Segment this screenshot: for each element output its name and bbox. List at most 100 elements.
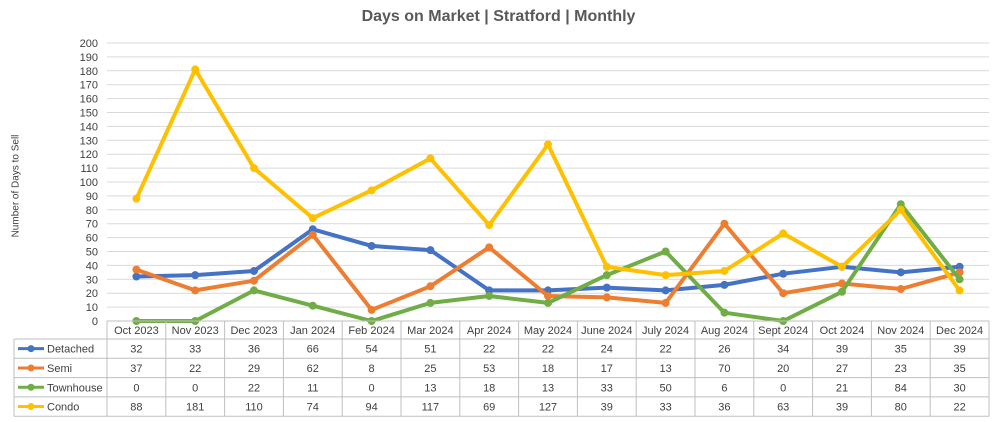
x-tick-label: Aug 2024 [701, 325, 748, 337]
legend-label: Semi [47, 363, 72, 375]
data-label: 24 [601, 344, 613, 356]
data-label: 33 [659, 402, 671, 414]
x-tick-label: Jan 2024 [290, 325, 335, 337]
data-label: 0 [192, 382, 198, 394]
y-tick-label: 20 [86, 288, 98, 300]
y-tick-label: 130 [80, 135, 98, 147]
data-point-detached [779, 269, 788, 278]
data-label: 117 [422, 402, 440, 414]
data-point-semi [250, 276, 258, 285]
data-point-townhouse [485, 291, 494, 300]
data-point-detached [720, 280, 729, 289]
data-table: Oct 2023 Nov 2023 Dec 2023 Jan 2024 Feb 2024… [13, 320, 990, 417]
data-label: 35 [895, 344, 907, 356]
data-point-condo [367, 186, 376, 195]
data-label: 0 [369, 382, 375, 394]
data-point-condo [955, 286, 964, 295]
y-tick-label: 160 [80, 94, 98, 106]
data-point-condo [661, 271, 670, 280]
data-label: 69 [483, 402, 495, 414]
data-label: 29 [248, 363, 260, 375]
data-label: 53 [483, 363, 495, 375]
data-label: 21 [836, 382, 848, 394]
data-label: 25 [424, 363, 436, 375]
data-point-semi [779, 289, 788, 298]
data-point-townhouse [955, 275, 964, 284]
y-tick-label: 150 [80, 108, 98, 120]
data-point-semi [720, 219, 729, 228]
data-label: 33 [189, 344, 201, 356]
data-label: 88 [130, 402, 142, 414]
y-tick-label: 140 [80, 121, 98, 133]
y-tick-label: 70 [86, 219, 98, 231]
data-label: 54 [365, 344, 377, 356]
data-point-semi [132, 265, 141, 274]
data-label: 26 [718, 344, 730, 356]
y-tick-label: 170 [80, 80, 98, 92]
series-lines [132, 65, 964, 325]
data-point-detached [661, 286, 670, 295]
data-label: 18 [542, 363, 554, 375]
data-point-townhouse [661, 247, 670, 256]
data-point-townhouse [602, 271, 611, 280]
data-label: 35 [953, 363, 965, 375]
data-label: 22 [189, 363, 201, 375]
data-point-condo [602, 262, 611, 271]
data-point-semi [308, 230, 317, 239]
data-point-detached [367, 241, 376, 250]
x-tick-label: Apr 2024 [467, 325, 512, 337]
legend-key-marker [27, 345, 35, 353]
data-label: 94 [365, 402, 377, 414]
data-label: 8 [369, 363, 375, 375]
x-tick-label: Nov 2024 [877, 325, 924, 337]
data-label: 30 [953, 382, 965, 394]
data-label: 127 [539, 402, 557, 414]
data-label: 39 [836, 344, 848, 356]
data-point-semi [485, 243, 494, 252]
data-point-condo [544, 140, 552, 149]
data-point-condo [426, 154, 435, 163]
data-point-condo [779, 229, 788, 238]
data-label: 50 [659, 382, 671, 394]
data-label: 63 [777, 402, 789, 414]
data-label: 11 [307, 382, 318, 394]
data-point-detached [896, 268, 905, 277]
y-tick-label: 80 [86, 205, 98, 217]
data-point-townhouse [308, 301, 317, 310]
data-label: 74 [307, 402, 319, 414]
data-label: 22 [542, 344, 554, 356]
data-label: 13 [424, 382, 436, 394]
data-point-semi [661, 298, 670, 307]
data-point-condo [191, 65, 200, 74]
data-label: 27 [836, 363, 848, 375]
x-tick-label: Feb 2024 [348, 325, 394, 337]
series-line-detached [134, 227, 962, 293]
y-tick-label: 30 [86, 274, 98, 286]
x-tick-label: July 2024 [642, 325, 689, 337]
data-label: 34 [777, 344, 789, 356]
data-label: 13 [542, 382, 554, 394]
legend-key-marker [27, 383, 35, 391]
data-label: 18 [483, 382, 495, 394]
data-label: 0 [780, 382, 786, 394]
y-tick-label: 0 [92, 316, 98, 328]
data-label: 22 [483, 344, 495, 356]
data-point-condo [132, 194, 141, 203]
data-point-detached [191, 271, 200, 280]
legend-label: Townhouse [47, 382, 103, 394]
data-point-detached [426, 246, 435, 255]
data-point-condo [896, 205, 905, 214]
data-label: 39 [836, 402, 848, 414]
data-point-semi [602, 293, 611, 302]
x-tick-label: Sept 2024 [758, 325, 808, 337]
data-label: 6 [721, 382, 727, 394]
data-point-detached [132, 272, 141, 281]
data-label: 22 [248, 382, 260, 394]
x-tick-label: Nov 2023 [172, 325, 219, 337]
y-tick-label: 40 [86, 260, 98, 272]
y-tick-label: 10 [86, 302, 98, 314]
legend-label: Detached [47, 344, 94, 356]
y-tick-label: 120 [80, 149, 98, 161]
legend-key-marker [27, 403, 35, 411]
